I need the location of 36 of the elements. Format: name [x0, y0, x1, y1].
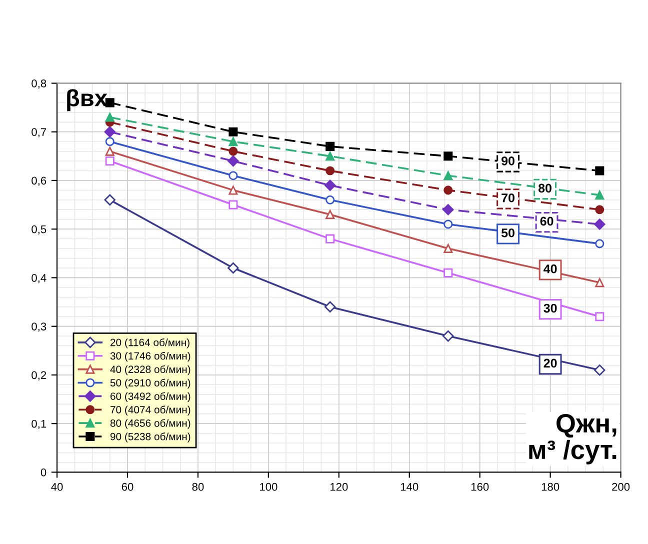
- annotation: 40: [544, 264, 557, 274]
- annotation: 20: [544, 358, 557, 368]
- annotation: 90: [502, 156, 514, 166]
- x-tick-label: 160: [471, 482, 489, 491]
- annotation: 70: [502, 193, 514, 202]
- x-tick-label: 60: [122, 482, 134, 491]
- y-tick-label: 0,5: [32, 225, 46, 235]
- legend-label: 60 (3492 об/мин): [110, 392, 190, 402]
- legend-label: 50 (2910 об/мин): [110, 378, 190, 389]
- x-axis-title: Qжн, м³ /сут.: [529, 414, 616, 464]
- annotation: 50: [501, 228, 514, 238]
- legend-label: 20 (1164 об/мин): [110, 338, 190, 348]
- y-tick-label: 0,7: [32, 128, 46, 138]
- y-tick-label: 0,2: [32, 371, 46, 380]
- x-tick-label: 80: [192, 482, 204, 491]
- y-tick-label: 0,8: [32, 80, 46, 89]
- y-tick-label: 0,6: [32, 176, 46, 186]
- x-tick-label: 200: [612, 482, 630, 491]
- y-tick-label: 0,4: [32, 274, 46, 284]
- y-tick-label: 0,1: [32, 420, 46, 430]
- x-tick-label: 100: [260, 482, 278, 491]
- legend-label: 90 (5238 об/мин): [110, 432, 190, 442]
- legend-label: 70 (4074 об/мин): [110, 406, 190, 416]
- y-axis-title: βвх: [67, 89, 108, 112]
- x-tick-label: 140: [400, 482, 418, 491]
- x-tick-label: 40: [51, 482, 63, 491]
- y-tick-label: 0: [40, 468, 46, 476]
- x-tick-label: 180: [542, 482, 560, 491]
- annotation: 30: [544, 304, 557, 313]
- annotation: 60: [540, 216, 554, 226]
- legend-label: 80 (4656 об/мин): [110, 419, 190, 429]
- legend-label: 30 (1746 об/мин): [110, 352, 190, 362]
- x-tick-label: 120: [330, 482, 348, 491]
- legend-label: 40 (2328 об/мин): [110, 365, 190, 376]
- y-tick-label: 0,3: [32, 322, 46, 332]
- annotation: 80: [538, 184, 552, 193]
